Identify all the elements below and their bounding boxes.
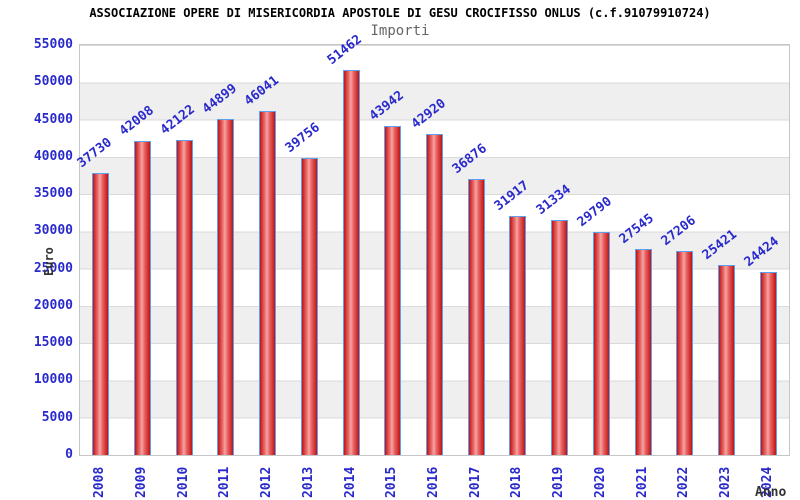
bar-value-label: 44899 — [199, 81, 240, 118]
y-tick-label: 55000 — [33, 37, 73, 52]
bar-value-label: 39756 — [283, 119, 324, 156]
bar-2023 — [717, 264, 735, 455]
x-tick-label: 2013 — [300, 466, 316, 498]
y-axis-title: Euro — [42, 247, 56, 276]
x-axis-title: Anno — [755, 485, 787, 500]
y-tick-label: 10000 — [33, 372, 73, 388]
bar-2016 — [426, 134, 443, 455]
bar-2020 — [592, 231, 610, 455]
bar-2022 — [676, 251, 694, 455]
bar-2014 — [342, 70, 360, 455]
y-tick-label: 50000 — [33, 74, 73, 90]
x-tick-label: 2009 — [134, 466, 150, 498]
y-tick-label: 0 — [65, 447, 73, 462]
x-tick-label: 2019 — [551, 466, 567, 498]
bar-2009 — [134, 140, 152, 455]
y-tick-label: 15000 — [33, 335, 73, 351]
bar-2015 — [384, 126, 402, 455]
x-tick-label: 2020 — [592, 466, 608, 498]
bar-value-label: 31334 — [533, 182, 574, 219]
plot-area: 37730 42008 42122 44899 46041 39756 51462 43942… — [75, 32, 790, 456]
x-tick-label: 2014 — [342, 466, 358, 498]
bar-value-label: 42122 — [158, 102, 199, 138]
bar-value-label: 29790 — [575, 194, 616, 230]
bar-2019 — [551, 220, 569, 455]
x-tick-label: 2015 — [384, 466, 400, 498]
x-tick-label: 2012 — [259, 466, 275, 498]
bar-value-label: 36876 — [449, 141, 491, 178]
bar-2013 — [300, 157, 318, 455]
chart-title: ASSOCIAZIONE OPERE DI MISERICORDIA APOST… — [89, 6, 711, 20]
x-tick-label: 2023 — [717, 466, 733, 498]
bar-2008 — [92, 172, 110, 455]
bar-value-label: 37730 — [74, 134, 115, 171]
x-tick-label: 2008 — [92, 466, 108, 498]
x-tick-label: 2021 — [634, 466, 650, 498]
bar-value-label: 42920 — [408, 96, 449, 133]
x-tick-label: 2022 — [676, 466, 692, 498]
x-tick-label: 2018 — [509, 466, 525, 498]
bar-2010 — [175, 140, 193, 455]
x-tick-label: 2016 — [426, 466, 441, 498]
y-tick-label: 40000 — [33, 148, 73, 164]
chart-subtitle: Importi — [370, 23, 430, 39]
x-tick-label: 2010 — [175, 466, 191, 498]
bar-2021 — [634, 248, 652, 455]
x-tick-label: 2011 — [217, 466, 233, 498]
bar-2012 — [259, 110, 277, 455]
bar-value-label: 43942 — [366, 88, 407, 125]
bar-value-label: 25421 — [700, 226, 741, 263]
bar-value-label: 46041 — [241, 72, 282, 109]
bar-value-label: 27206 — [658, 213, 699, 250]
bar-value-label: 24424 — [741, 234, 782, 270]
bar-value-label: 27545 — [616, 210, 657, 247]
bar-2011 — [217, 119, 235, 455]
bar-value-label: 31917 — [491, 178, 532, 215]
y-tick-label: 30000 — [33, 223, 73, 239]
y-tick-label: 25000 — [33, 260, 73, 276]
bar-2024 — [759, 271, 777, 455]
y-tick-label: 5000 — [41, 409, 73, 425]
y-tick-label: 45000 — [33, 111, 73, 127]
bar-2018 — [509, 216, 527, 455]
bar-value-label: 42008 — [116, 102, 157, 139]
y-tick-label: 35000 — [33, 186, 73, 202]
y-tick-label: 20000 — [33, 297, 73, 313]
bar-2017 — [467, 179, 485, 455]
x-tick-label: 2017 — [467, 466, 483, 498]
